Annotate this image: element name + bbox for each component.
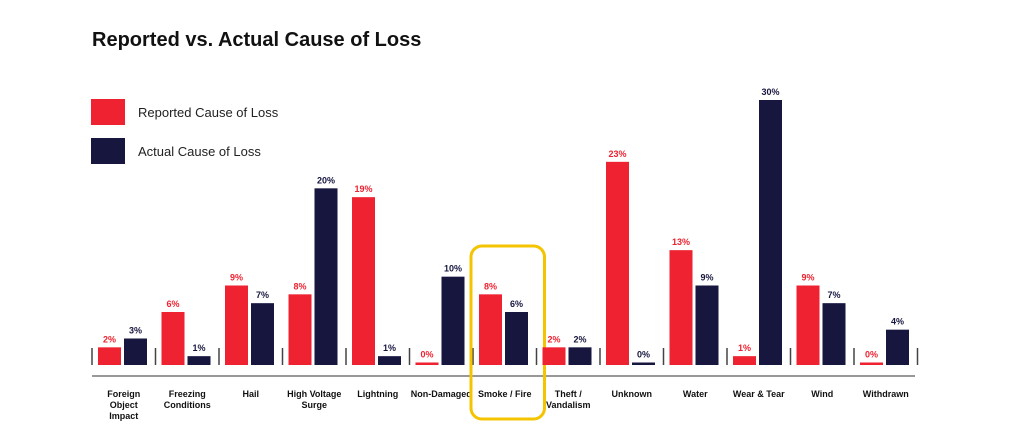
data-label: 7% (256, 290, 269, 300)
bar-actual (441, 276, 465, 365)
data-label: 13% (672, 237, 690, 247)
data-label: 30% (761, 87, 779, 97)
category-label: Water (683, 389, 708, 399)
data-label: 6% (166, 299, 179, 309)
legend-label-reported: Reported Cause of Loss (138, 105, 279, 120)
bar-actual (632, 362, 655, 365)
data-label: 9% (700, 273, 713, 283)
legend-label-actual: Actual Cause of Loss (138, 144, 261, 159)
bar-actual (124, 338, 147, 365)
category-label: Object (110, 400, 138, 410)
category-label: Wear & Tear (733, 389, 785, 399)
category-label: Surge (301, 400, 327, 410)
data-label: 1% (192, 343, 205, 353)
category-label: Smoke / Fire (478, 389, 532, 399)
data-label: 2% (573, 334, 586, 344)
bar-actual (378, 356, 401, 365)
bar-actual (822, 303, 846, 365)
bar-reported (542, 347, 566, 365)
bar-reported (161, 312, 185, 365)
data-label: 0% (865, 350, 878, 360)
data-label: 9% (230, 273, 243, 283)
legend-swatch-reported (91, 99, 125, 125)
category-label: Hail (242, 389, 259, 399)
category-label: Theft / (555, 389, 582, 399)
category-label: Vandalism (546, 400, 591, 410)
bar-actual (886, 329, 909, 365)
category-label: Wind (811, 389, 833, 399)
category-label: Lightning (357, 389, 398, 399)
data-label: 8% (484, 281, 497, 291)
bar-reported (796, 285, 820, 365)
data-label: 19% (354, 184, 372, 194)
bar-reported (98, 347, 121, 365)
bar-reported (606, 161, 629, 365)
category-label: Freezing (169, 389, 206, 399)
data-label: 2% (103, 334, 116, 344)
data-label: 0% (637, 350, 650, 360)
data-label: 7% (827, 290, 840, 300)
data-label: 20% (317, 175, 335, 185)
legend-swatch-actual (91, 138, 125, 164)
data-label: 9% (801, 273, 814, 283)
data-label: 1% (383, 343, 396, 353)
highlight-box (469, 244, 546, 421)
bar-reported (415, 362, 439, 365)
bar-reported (288, 294, 312, 365)
bar-actual (759, 100, 782, 365)
bar-reported (669, 250, 693, 365)
bar-actual (568, 347, 592, 365)
bar-reported (860, 362, 883, 365)
bar-actual (187, 356, 211, 365)
data-label: 0% (420, 350, 433, 360)
data-label: 10% (444, 264, 462, 274)
category-label: High Voltage (287, 389, 341, 399)
bar-reported (352, 197, 375, 365)
bar-actual (505, 312, 528, 365)
category-label: Impact (109, 411, 138, 421)
bar-reported (225, 285, 248, 365)
data-label: 8% (293, 281, 306, 291)
data-label: 23% (608, 149, 626, 159)
bar-reported (479, 294, 502, 365)
data-label: 1% (738, 343, 751, 353)
bar-actual (695, 285, 719, 365)
category-label: Foreign (107, 389, 140, 399)
data-label: 2% (547, 334, 560, 344)
category-label: Conditions (164, 400, 211, 410)
data-label: 3% (129, 326, 142, 336)
data-label: 6% (510, 299, 523, 309)
bar-actual (314, 188, 338, 365)
category-label: Non-Damaged (411, 389, 472, 399)
bar-actual (251, 303, 274, 365)
chart-title: Reported vs. Actual Cause of Loss (92, 29, 421, 51)
data-label: 4% (891, 317, 904, 327)
category-label: Withdrawn (863, 389, 909, 399)
bar-reported (733, 356, 756, 365)
category-label: Unknown (612, 389, 653, 399)
